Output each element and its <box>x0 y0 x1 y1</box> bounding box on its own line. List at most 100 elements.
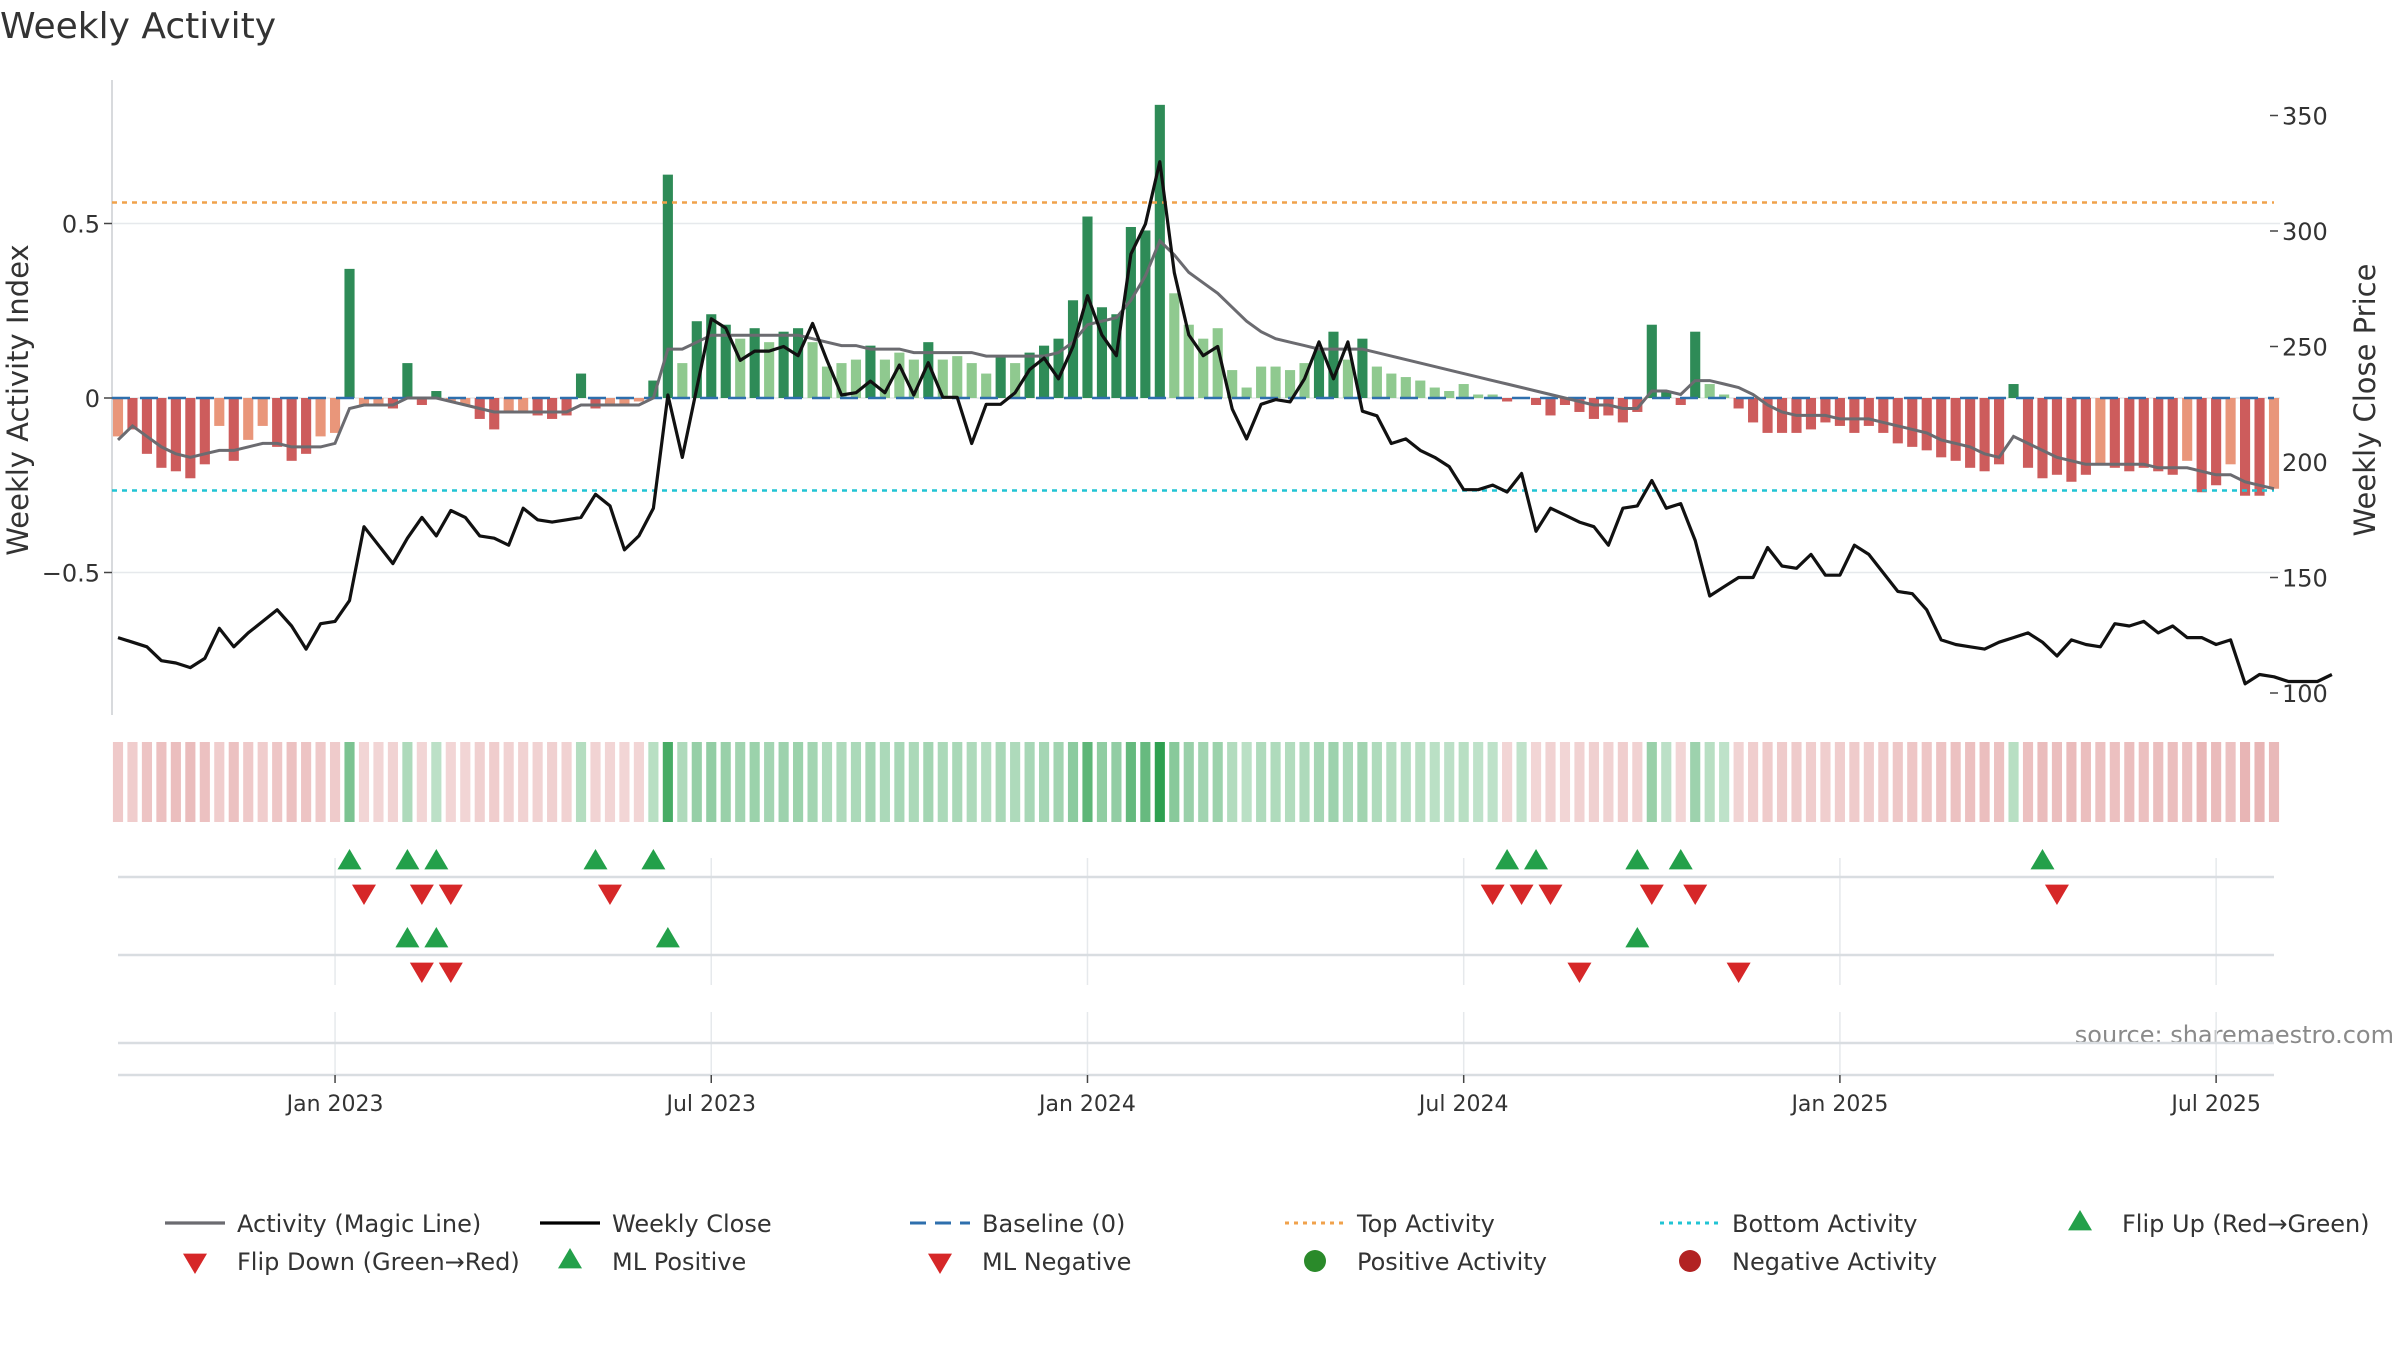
activity-bar <box>1096 307 1108 398</box>
flip-down-marker <box>597 884 622 905</box>
activity-bar <box>821 366 833 398</box>
heat-strip-cell <box>402 742 413 822</box>
legend-label: Weekly Close <box>612 1210 772 1238</box>
flip-up-marker <box>1668 849 1693 870</box>
flip-down-marker <box>1538 884 1563 905</box>
activity-bar <box>2167 398 2178 475</box>
flip-up-marker <box>1625 849 1650 870</box>
heat-strip-cell <box>2095 742 2106 822</box>
activity-bar <box>460 398 471 405</box>
heat-strip-cell <box>2066 742 2077 822</box>
activity-bar <box>1834 398 1845 426</box>
heat-strip-cell <box>793 742 804 822</box>
heat-strip-cell <box>1820 742 1831 822</box>
heat-strip-cell <box>1400 742 1411 822</box>
x-tick-label: Jan 2025 <box>1789 1092 1888 1117</box>
legend-label: Top Activity <box>1356 1210 1495 1238</box>
legend-label: Bottom Activity <box>1732 1210 1917 1238</box>
activity-bar <box>272 398 283 447</box>
activity-bar <box>1458 384 1469 398</box>
heat-strip-cell <box>2254 742 2265 822</box>
heat-strip-cell <box>214 742 225 822</box>
heat-strip-cell <box>1198 742 1209 822</box>
activity-bar <box>1125 226 1136 398</box>
heat-strip-cell <box>2182 742 2193 822</box>
heat-strip-cell <box>908 742 919 822</box>
heat-strip-cell <box>1719 742 1730 822</box>
heat-strip-cell <box>981 742 992 822</box>
flip-up-marker <box>583 849 608 870</box>
activity-bar <box>1878 398 1889 433</box>
activity-bar <box>2225 398 2236 465</box>
legend-label: ML Negative <box>982 1248 1131 1276</box>
activity-bar <box>966 363 977 398</box>
heat-strip-cell <box>1907 742 1918 822</box>
legend-label: Baseline (0) <box>982 1210 1125 1238</box>
heat-strip-cell <box>373 742 384 822</box>
heat-strip-cell <box>923 742 934 822</box>
heat-strip-cell <box>1270 742 1281 822</box>
heat-strip-cell <box>1371 742 1382 822</box>
activity-bar <box>1617 398 1628 423</box>
activity-bar <box>2239 398 2251 496</box>
activity-bar <box>1965 398 1976 468</box>
activity-bar <box>2254 398 2265 496</box>
activity-bar <box>1690 331 1701 398</box>
heat-strip-cell <box>257 742 268 822</box>
activity-bar <box>1979 398 1990 472</box>
activity-bar <box>2022 398 2034 468</box>
activity-bar <box>2095 398 2106 465</box>
activity-bar <box>1371 366 1382 398</box>
activity-bar <box>2109 398 2120 468</box>
flip-down-marker <box>1480 884 1505 905</box>
flip-up-marker <box>1524 849 1549 870</box>
activity-bar <box>243 398 254 440</box>
heat-strip-cell <box>532 742 543 822</box>
legend-swatch <box>183 1253 207 1274</box>
activity-bar <box>141 398 153 454</box>
heat-strip-cell <box>1994 742 2005 822</box>
heat-strip-cell <box>329 742 341 822</box>
heat-strip-cell <box>1733 742 1744 822</box>
activity-bar <box>1675 398 1686 405</box>
heat-strip-cell <box>2268 742 2280 822</box>
heat-strip-cell <box>894 742 905 822</box>
activity-bar <box>344 268 355 398</box>
activity-bar <box>127 398 138 430</box>
heat-strip-cell <box>778 742 789 822</box>
legend-label: Activity (Magic Line) <box>237 1210 481 1238</box>
source-note: source: sharemaestro.com <box>2075 1021 2394 1049</box>
activity-bar <box>1053 338 1064 398</box>
activity-bar <box>1849 398 1860 433</box>
heat-strip-cell <box>2080 742 2091 822</box>
heat-strip-cell <box>286 742 297 822</box>
heat-strip-cell <box>127 742 138 822</box>
heat-strip-cell <box>1950 742 1961 822</box>
activity-bar <box>1169 293 1180 398</box>
activity-bar <box>1907 398 1918 447</box>
flip-up-marker <box>641 849 666 870</box>
activity-bar <box>561 398 572 416</box>
activity-bar <box>1603 398 1614 416</box>
heat-strip-cell <box>1574 742 1585 822</box>
heat-strip-cell <box>489 742 500 822</box>
heat-strip-cell <box>1617 742 1628 822</box>
heat-strip-cell <box>619 742 630 822</box>
heat-strip-cell <box>749 742 760 822</box>
heat-strip-cell <box>677 742 688 822</box>
flip-up-marker <box>395 849 420 870</box>
y-tick-left-label: 0 <box>85 385 100 413</box>
activity-bar <box>2124 398 2135 472</box>
activity-bar <box>1588 398 1599 419</box>
activity-bar <box>1863 398 1874 426</box>
activity-bar <box>1820 398 1831 423</box>
activity-bar <box>1921 398 1932 451</box>
heat-strip-cell <box>170 742 181 822</box>
activity-bar <box>1024 352 1035 398</box>
y-tick-right-label: 250 <box>2282 334 2328 362</box>
activity-bar <box>1661 391 1672 398</box>
x-tick-label: Jul 2024 <box>1417 1092 1509 1117</box>
heat-strip-cell <box>1878 742 1889 822</box>
activity-bar <box>1473 394 1484 398</box>
heat-strip-cell <box>1805 742 1817 822</box>
